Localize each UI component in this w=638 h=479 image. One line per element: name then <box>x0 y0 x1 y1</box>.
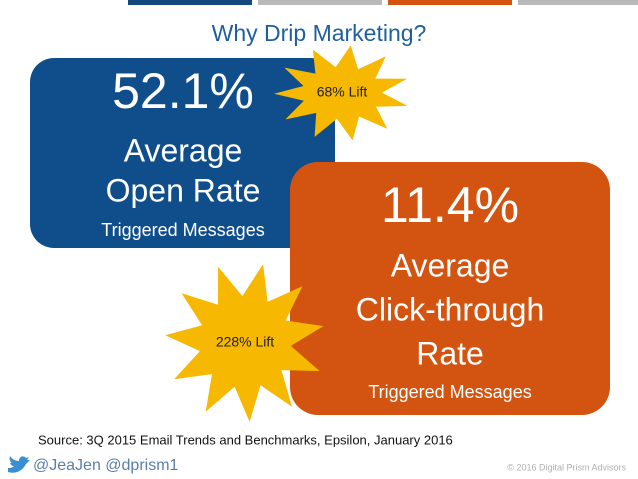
footer-copyright: © 2016 Digital Prism Advisors <box>507 462 626 472</box>
open-note: Triggered Messages <box>101 220 264 240</box>
open-stat: 52.1% <box>112 63 254 119</box>
click-line: Click-through <box>356 291 545 327</box>
open-line: Average <box>124 132 243 168</box>
burst-label: 228% Lift <box>216 334 274 350</box>
slide-title: Why Drip Marketing? <box>212 20 427 46</box>
top-bar <box>388 0 512 5</box>
top-bar <box>128 0 252 5</box>
top-bar <box>518 0 638 5</box>
click-note: Triggered Messages <box>368 382 531 402</box>
starburst <box>165 264 324 422</box>
twitter-icon <box>8 456 30 473</box>
open-line: Open Rate <box>106 172 261 208</box>
open-card <box>30 58 335 248</box>
footer-handles: @JeaJen @dprism1 <box>33 457 179 474</box>
starburst <box>274 45 408 141</box>
click-line: Rate <box>416 335 484 371</box>
click-card <box>290 162 610 415</box>
click-line: Average <box>391 247 510 283</box>
source-note: Source: 3Q 2015 Email Trends and Benchma… <box>38 432 453 447</box>
click-stat: 11.4% <box>381 177 519 233</box>
burst-label: 68% Lift <box>317 84 368 100</box>
top-bar <box>258 0 382 5</box>
